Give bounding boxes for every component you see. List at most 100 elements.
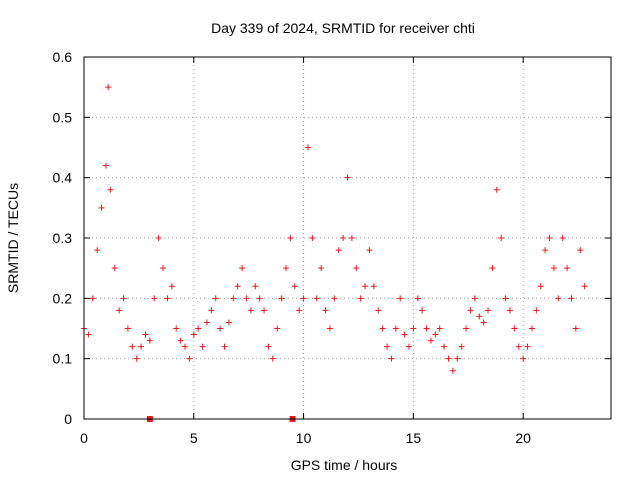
data-point [208, 307, 215, 314]
data-point [217, 325, 224, 332]
y-tick-label: 0.1 [53, 351, 73, 367]
x-tick-label: 10 [296, 430, 312, 446]
data-point [98, 204, 105, 211]
data-point [160, 265, 167, 272]
data-point [304, 144, 311, 151]
data-point [107, 186, 114, 193]
data-point [572, 325, 579, 332]
data-point [480, 319, 487, 326]
data-point [423, 325, 430, 332]
data-point [313, 295, 320, 302]
data-point [528, 325, 535, 332]
data-point [296, 307, 303, 314]
data-point [116, 307, 123, 314]
data-point [133, 355, 140, 362]
data-point [458, 343, 465, 350]
data-point [212, 295, 219, 302]
data-point [445, 355, 452, 362]
data-point [362, 283, 369, 290]
data-point [506, 307, 513, 314]
y-tick-label: 0.2 [53, 290, 73, 306]
axis-ticks [83, 56, 611, 420]
data-point [234, 283, 241, 290]
x-tick-label: 20 [515, 430, 531, 446]
data-point [546, 235, 553, 241]
data-point [287, 235, 294, 241]
data-point [568, 295, 575, 302]
data-point [124, 325, 131, 332]
data-point [419, 307, 426, 314]
data-point [550, 265, 557, 272]
data-point [388, 355, 395, 362]
data-point [410, 325, 417, 332]
y-tick-label: 0 [64, 411, 72, 427]
data-point [247, 307, 254, 314]
data-points [81, 84, 588, 374]
data-point [427, 337, 434, 344]
data-point [177, 337, 184, 344]
y-tick-label: 0.6 [53, 49, 73, 65]
data-point [89, 295, 96, 302]
data-point [230, 295, 237, 302]
data-point [375, 307, 382, 314]
data-point [261, 307, 268, 314]
data-point [397, 295, 404, 302]
data-point [489, 265, 496, 272]
data-point [348, 235, 355, 241]
data-point [252, 283, 259, 290]
data-point [309, 235, 316, 241]
data-point [265, 343, 272, 350]
data-point [344, 174, 351, 181]
data-point [405, 343, 412, 350]
chart-title: Day 339 of 2024, SRMTID for receiver cht… [211, 20, 475, 36]
data-point [269, 355, 276, 362]
data-point [436, 325, 443, 332]
data-point [300, 295, 307, 302]
data-point [155, 235, 162, 241]
data-point [476, 313, 483, 320]
data-point [366, 247, 373, 254]
data-point [463, 325, 470, 332]
data-point [105, 84, 112, 91]
data-point [203, 319, 210, 326]
data-point [151, 295, 158, 302]
data-point [449, 367, 456, 374]
data-point [533, 307, 540, 314]
data-point [283, 265, 290, 272]
y-tick-label: 0.5 [53, 109, 73, 125]
y-tick-labels: 0 0.1 0.2 0.3 0.4 0.5 0.6 [53, 49, 73, 427]
data-point [199, 343, 206, 350]
data-point [331, 295, 338, 302]
data-point [353, 265, 360, 272]
data-point [190, 331, 197, 338]
data-point [432, 331, 439, 338]
data-point [384, 343, 391, 350]
data-point [326, 325, 333, 332]
data-point [467, 307, 474, 314]
data-point [542, 247, 549, 254]
x-tick-label: 0 [80, 430, 88, 446]
x-tick-label: 5 [190, 430, 198, 446]
x-tick-labels: 0 5 10 15 20 [80, 430, 531, 446]
data-point [173, 325, 180, 332]
data-point [493, 186, 500, 193]
y-tick-label: 0.4 [53, 170, 73, 186]
data-point [85, 331, 92, 338]
data-point [577, 247, 584, 254]
data-point [454, 355, 461, 362]
data-point [142, 331, 149, 338]
data-point [256, 295, 263, 302]
data-point [138, 343, 145, 350]
data-point [498, 235, 505, 241]
data-point [239, 265, 246, 272]
y-axis-label: SRMTID / TECUs [5, 183, 21, 293]
data-point [471, 295, 478, 302]
data-point [511, 325, 518, 332]
data-point [168, 283, 175, 290]
data-point [129, 343, 136, 350]
data-point [182, 343, 189, 350]
data-point [559, 235, 566, 241]
data-point [485, 307, 492, 314]
